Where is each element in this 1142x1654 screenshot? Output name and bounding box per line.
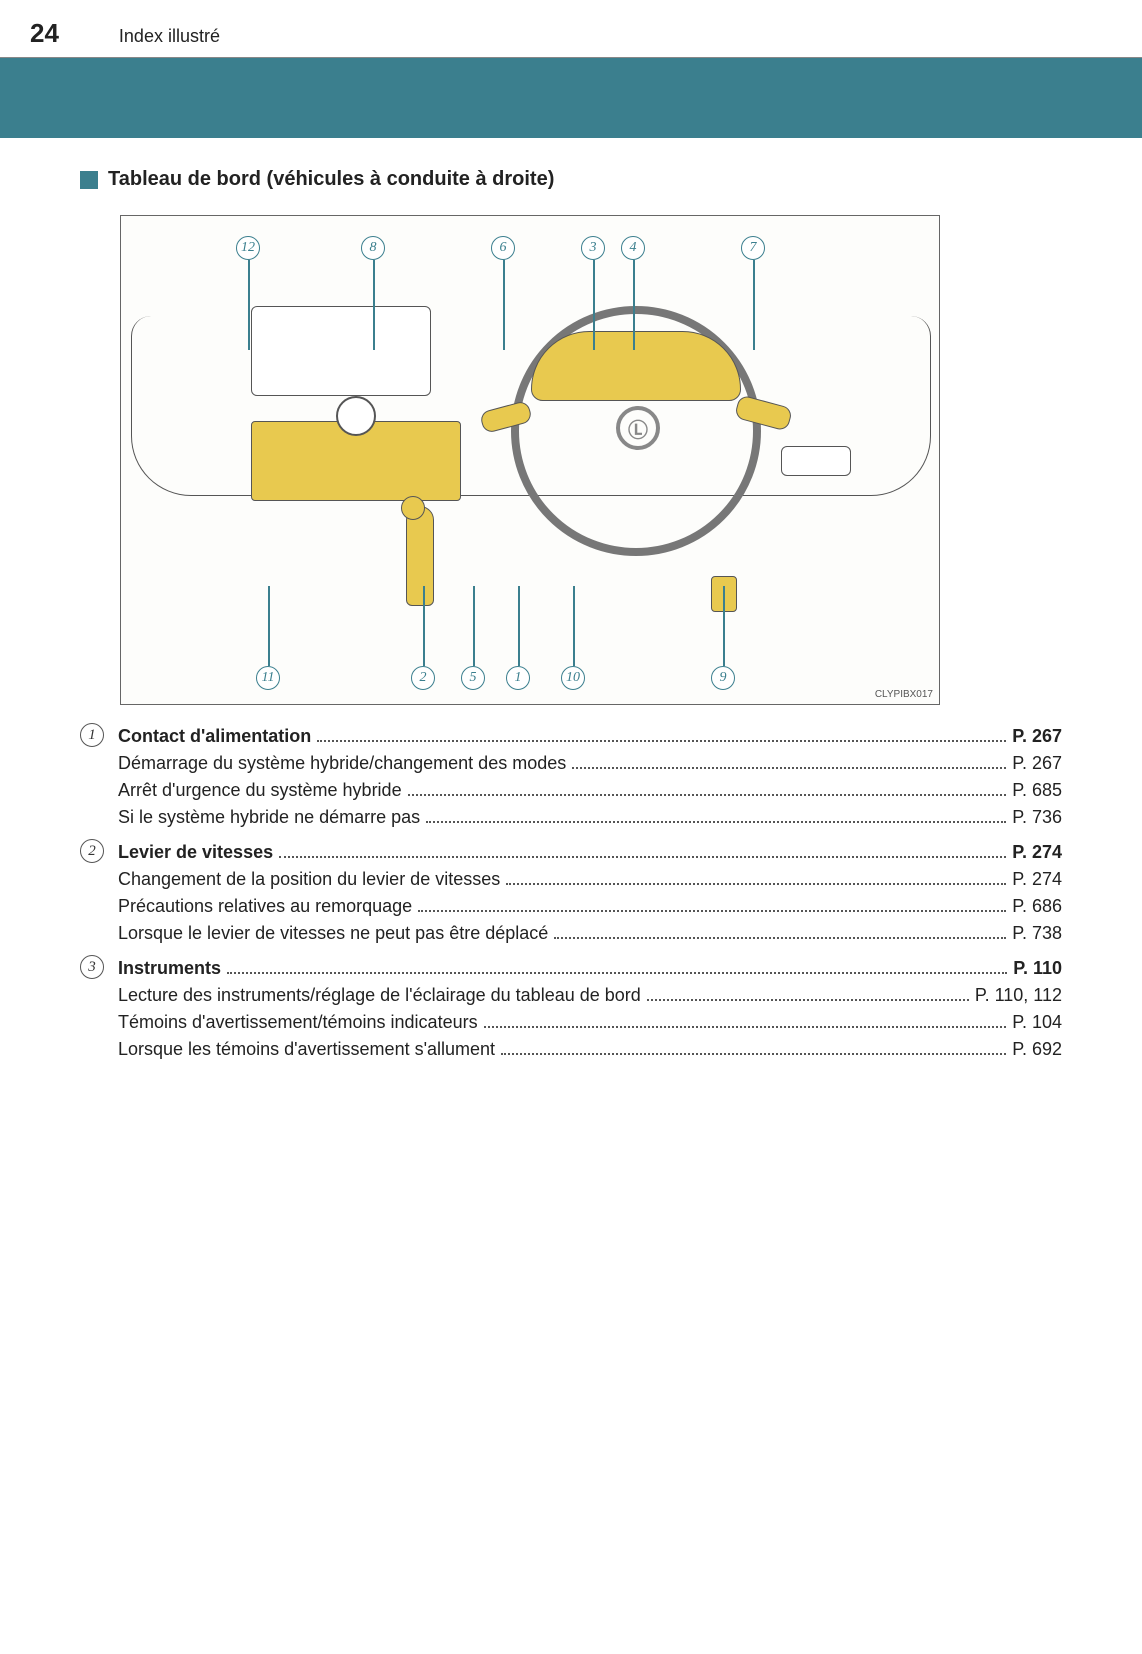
callout-12: 12 <box>236 236 260 260</box>
page-header: 24 Index illustré <box>0 0 1142 58</box>
callout-8: 8 <box>361 236 385 260</box>
leader-dots <box>647 999 969 1001</box>
callout-9: 9 <box>711 666 735 690</box>
index-body: Instruments P. 110 Lecture des instruments… <box>118 955 1062 1063</box>
index-row: Lorsque le levier de vitesses ne peut pa… <box>118 920 1062 947</box>
index-number: 2 <box>80 839 104 863</box>
index-row: Arrêt d'urgence du système hybride P. 685 <box>118 777 1062 804</box>
index-label: Contact d'alimentation <box>118 723 311 750</box>
leader-line <box>423 586 425 666</box>
page-ref: P. 685 <box>1012 777 1062 804</box>
instrument-cluster <box>531 331 741 401</box>
leader-dots <box>484 1026 1007 1028</box>
leader-dots <box>227 972 1007 974</box>
index-row: Témoins d'avertissement/témoins indicate… <box>118 1009 1062 1036</box>
index-item: 1 Contact d'alimentation P. 267 Démarrage d… <box>80 723 1062 831</box>
leader-line <box>593 260 595 350</box>
index-row: Si le système hybride ne démarre pas P. 7… <box>118 804 1062 831</box>
leader-dots <box>279 856 1006 858</box>
page-ref: P. 110, 112 <box>975 982 1062 1009</box>
page-ref: P. 686 <box>1012 893 1062 920</box>
index-row: Instruments P. 110 <box>118 955 1062 982</box>
index-item: 3 Instruments P. 110 Lecture des instrument… <box>80 955 1062 1063</box>
diagram-code: CLYPIBX017 <box>875 689 933 700</box>
leader-dots <box>501 1053 1006 1055</box>
power-switch <box>401 496 425 520</box>
header-title: Index illustré <box>119 26 220 49</box>
index-number: 3 <box>80 955 104 979</box>
page-ref: P. 274 <box>1012 839 1062 866</box>
callout-4: 4 <box>621 236 645 260</box>
leader-line <box>723 586 725 666</box>
leader-line <box>373 260 375 350</box>
index-label: Lecture des instruments/réglage de l'écl… <box>118 982 641 1009</box>
callout-1: 1 <box>506 666 530 690</box>
callout-10: 10 <box>561 666 585 690</box>
leader-line <box>753 260 755 350</box>
leader-dots <box>554 937 1006 939</box>
leader-dots <box>317 740 1006 742</box>
index-list: 1 Contact d'alimentation P. 267 Démarrage d… <box>80 723 1062 1063</box>
leader-line <box>473 586 475 666</box>
leader-line <box>248 260 250 350</box>
callout-2: 2 <box>411 666 435 690</box>
section-heading: Tableau de bord (véhicules à conduite à … <box>80 168 1062 191</box>
leader-line <box>268 586 270 666</box>
leader-line <box>633 260 635 350</box>
callout-11: 11 <box>256 666 280 690</box>
leader-dots <box>418 910 1006 912</box>
index-label: Changement de la position du levier de v… <box>118 866 500 893</box>
page-ref: P. 738 <box>1012 920 1062 947</box>
index-label: Lorsque le levier de vitesses ne peut pa… <box>118 920 548 947</box>
leader-dots <box>426 821 1006 823</box>
index-label: Démarrage du système hybride/changement … <box>118 750 566 777</box>
right-buttons <box>781 446 851 476</box>
index-item: 2 Levier de vitesses P. 274 Changement de l… <box>80 839 1062 947</box>
callout-5: 5 <box>461 666 485 690</box>
index-row: Lorsque les témoins d'avertissement s'al… <box>118 1036 1062 1063</box>
page-ref: P. 267 <box>1012 750 1062 777</box>
section-title: Tableau de bord (véhicules à conduite à … <box>108 168 554 191</box>
page-ref: P. 692 <box>1012 1036 1062 1063</box>
index-label: Témoins d'avertissement/témoins indicate… <box>118 1009 478 1036</box>
leader-dots <box>506 883 1006 885</box>
content-area: Tableau de bord (véhicules à conduite à … <box>0 138 1142 1111</box>
index-row: Levier de vitesses P. 274 <box>118 839 1062 866</box>
page-number: 24 <box>30 18 59 49</box>
index-row: Contact d'alimentation P. 267 <box>118 723 1062 750</box>
leader-line <box>503 260 505 350</box>
index-row: Lecture des instruments/réglage de l'écl… <box>118 982 1062 1009</box>
section-band <box>0 58 1142 138</box>
index-body: Contact d'alimentation P. 267 Démarrage du… <box>118 723 1062 831</box>
dashboard-diagram: Ⓛ CLYPIBX017 12 8 6 34 7 11 2 51 10 9 <box>120 215 940 705</box>
index-label: Lorsque les témoins d'avertissement s'al… <box>118 1036 495 1063</box>
index-label: Si le système hybride ne démarre pas <box>118 804 420 831</box>
leader-dots <box>408 794 1007 796</box>
index-number: 1 <box>80 723 104 747</box>
page-ref: P. 110 <box>1013 955 1062 982</box>
index-label: Levier de vitesses <box>118 839 273 866</box>
callout-3: 3 <box>581 236 605 260</box>
page-ref: P. 736 <box>1012 804 1062 831</box>
leader-line <box>573 586 575 666</box>
knob <box>336 396 376 436</box>
index-row: Changement de la position du levier de v… <box>118 866 1062 893</box>
section-bullet-icon <box>80 171 98 189</box>
callout-7: 7 <box>741 236 765 260</box>
index-label: Précautions relatives au remorquage <box>118 893 412 920</box>
index-label: Instruments <box>118 955 221 982</box>
leader-line <box>518 586 520 666</box>
shift-lever <box>406 506 434 606</box>
index-body: Levier de vitesses P. 274 Changement de la… <box>118 839 1062 947</box>
index-row: Précautions relatives au remorquage P. 68… <box>118 893 1062 920</box>
page-ref: P. 274 <box>1012 866 1062 893</box>
page-ref: P. 267 <box>1012 723 1062 750</box>
page-ref: P. 104 <box>1012 1009 1062 1036</box>
index-label: Arrêt d'urgence du système hybride <box>118 777 402 804</box>
leader-dots <box>572 767 1006 769</box>
index-row: Démarrage du système hybride/changement … <box>118 750 1062 777</box>
display-screen <box>251 306 431 396</box>
steering-logo: Ⓛ <box>616 406 660 450</box>
callout-6: 6 <box>491 236 515 260</box>
